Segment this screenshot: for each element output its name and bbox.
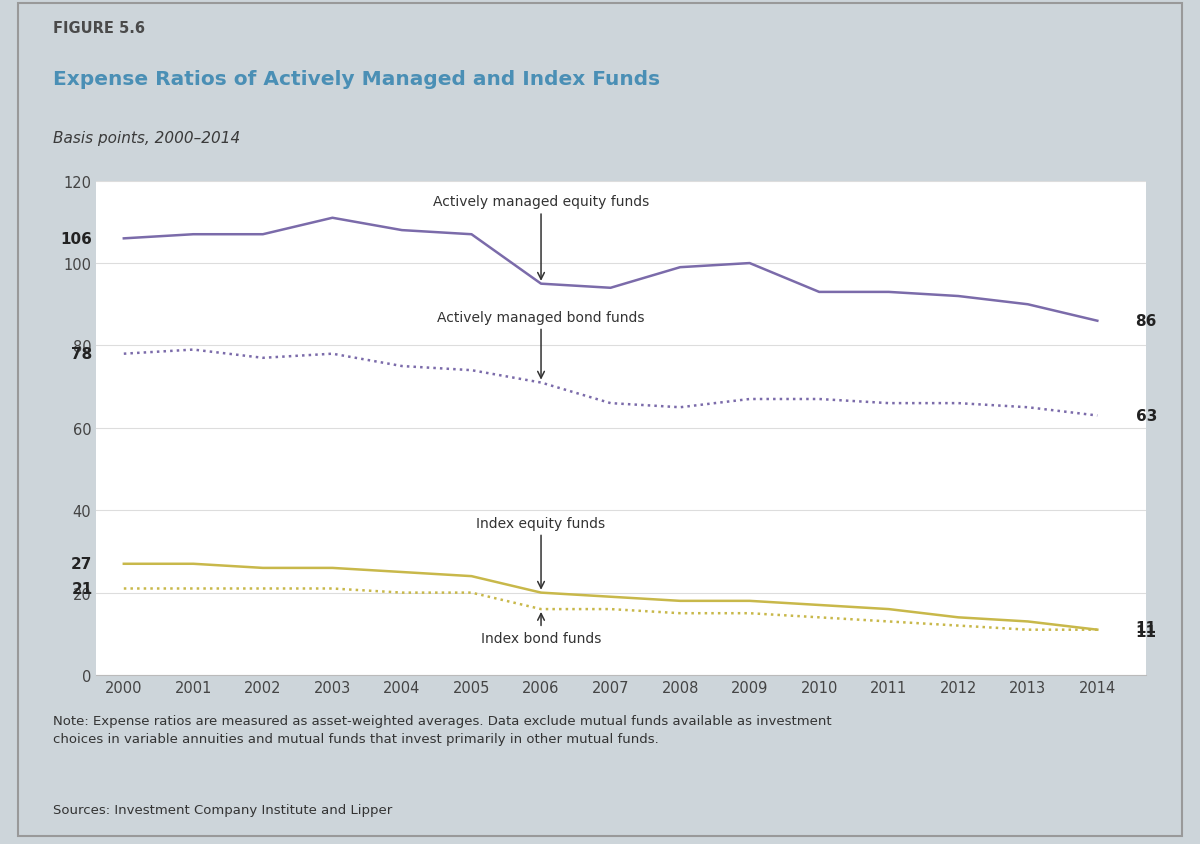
Text: 11: 11 [1135, 625, 1157, 640]
Text: 21: 21 [71, 582, 92, 597]
Text: Sources: Investment Company Institute and Lipper: Sources: Investment Company Institute an… [53, 803, 392, 816]
Text: 11: 11 [1135, 620, 1157, 636]
Text: Index bond funds: Index bond funds [481, 614, 601, 646]
Text: Index equity funds: Index equity funds [476, 516, 606, 588]
Text: Actively managed bond funds: Actively managed bond funds [437, 311, 644, 379]
Text: 27: 27 [71, 556, 92, 571]
Text: Basis points, 2000–2014: Basis points, 2000–2014 [53, 131, 240, 146]
Text: 63: 63 [1135, 408, 1157, 424]
Text: FIGURE 5.6: FIGURE 5.6 [53, 21, 145, 36]
Text: Actively managed equity funds: Actively managed equity funds [433, 195, 649, 280]
Text: Expense Ratios of Actively Managed and Index Funds: Expense Ratios of Actively Managed and I… [53, 70, 660, 89]
Text: 78: 78 [71, 347, 92, 362]
Text: 86: 86 [1135, 314, 1157, 329]
Text: 106: 106 [61, 231, 92, 246]
Text: Note: Expense ratios are measured as asset-weighted averages. Data exclude mutua: Note: Expense ratios are measured as ass… [53, 714, 832, 745]
